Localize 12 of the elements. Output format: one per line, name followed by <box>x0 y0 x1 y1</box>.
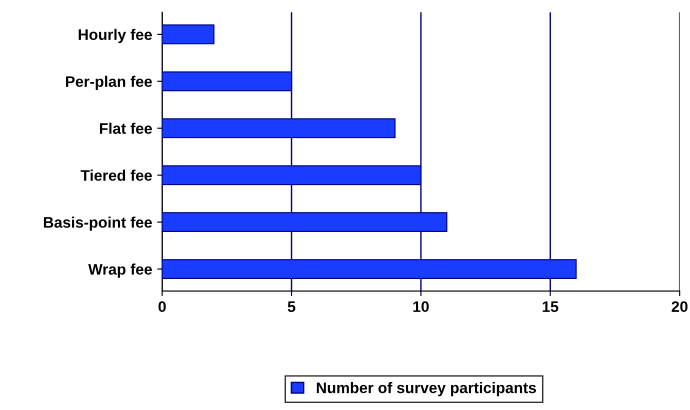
y-tick-label: Hourly fee <box>78 28 152 44</box>
y-tick-label: Wrap fee <box>88 264 152 278</box>
y-tick-label: Tiered fee <box>80 170 152 181</box>
y-tick-label: Flat fee <box>100 122 152 134</box>
legend-label: Number of survey participants <box>316 382 536 396</box>
x-tick-label: 5 <box>288 301 296 312</box>
y-tick-label: Basis-point fee <box>44 216 152 231</box>
x-tick-label: 15 <box>542 301 558 312</box>
x-tick-label: 10 <box>413 301 429 312</box>
y-tick-label: Per-plan fee <box>66 76 152 90</box>
x-tick-label: 20 <box>672 301 688 312</box>
x-tick-label: 0 <box>158 301 166 312</box>
